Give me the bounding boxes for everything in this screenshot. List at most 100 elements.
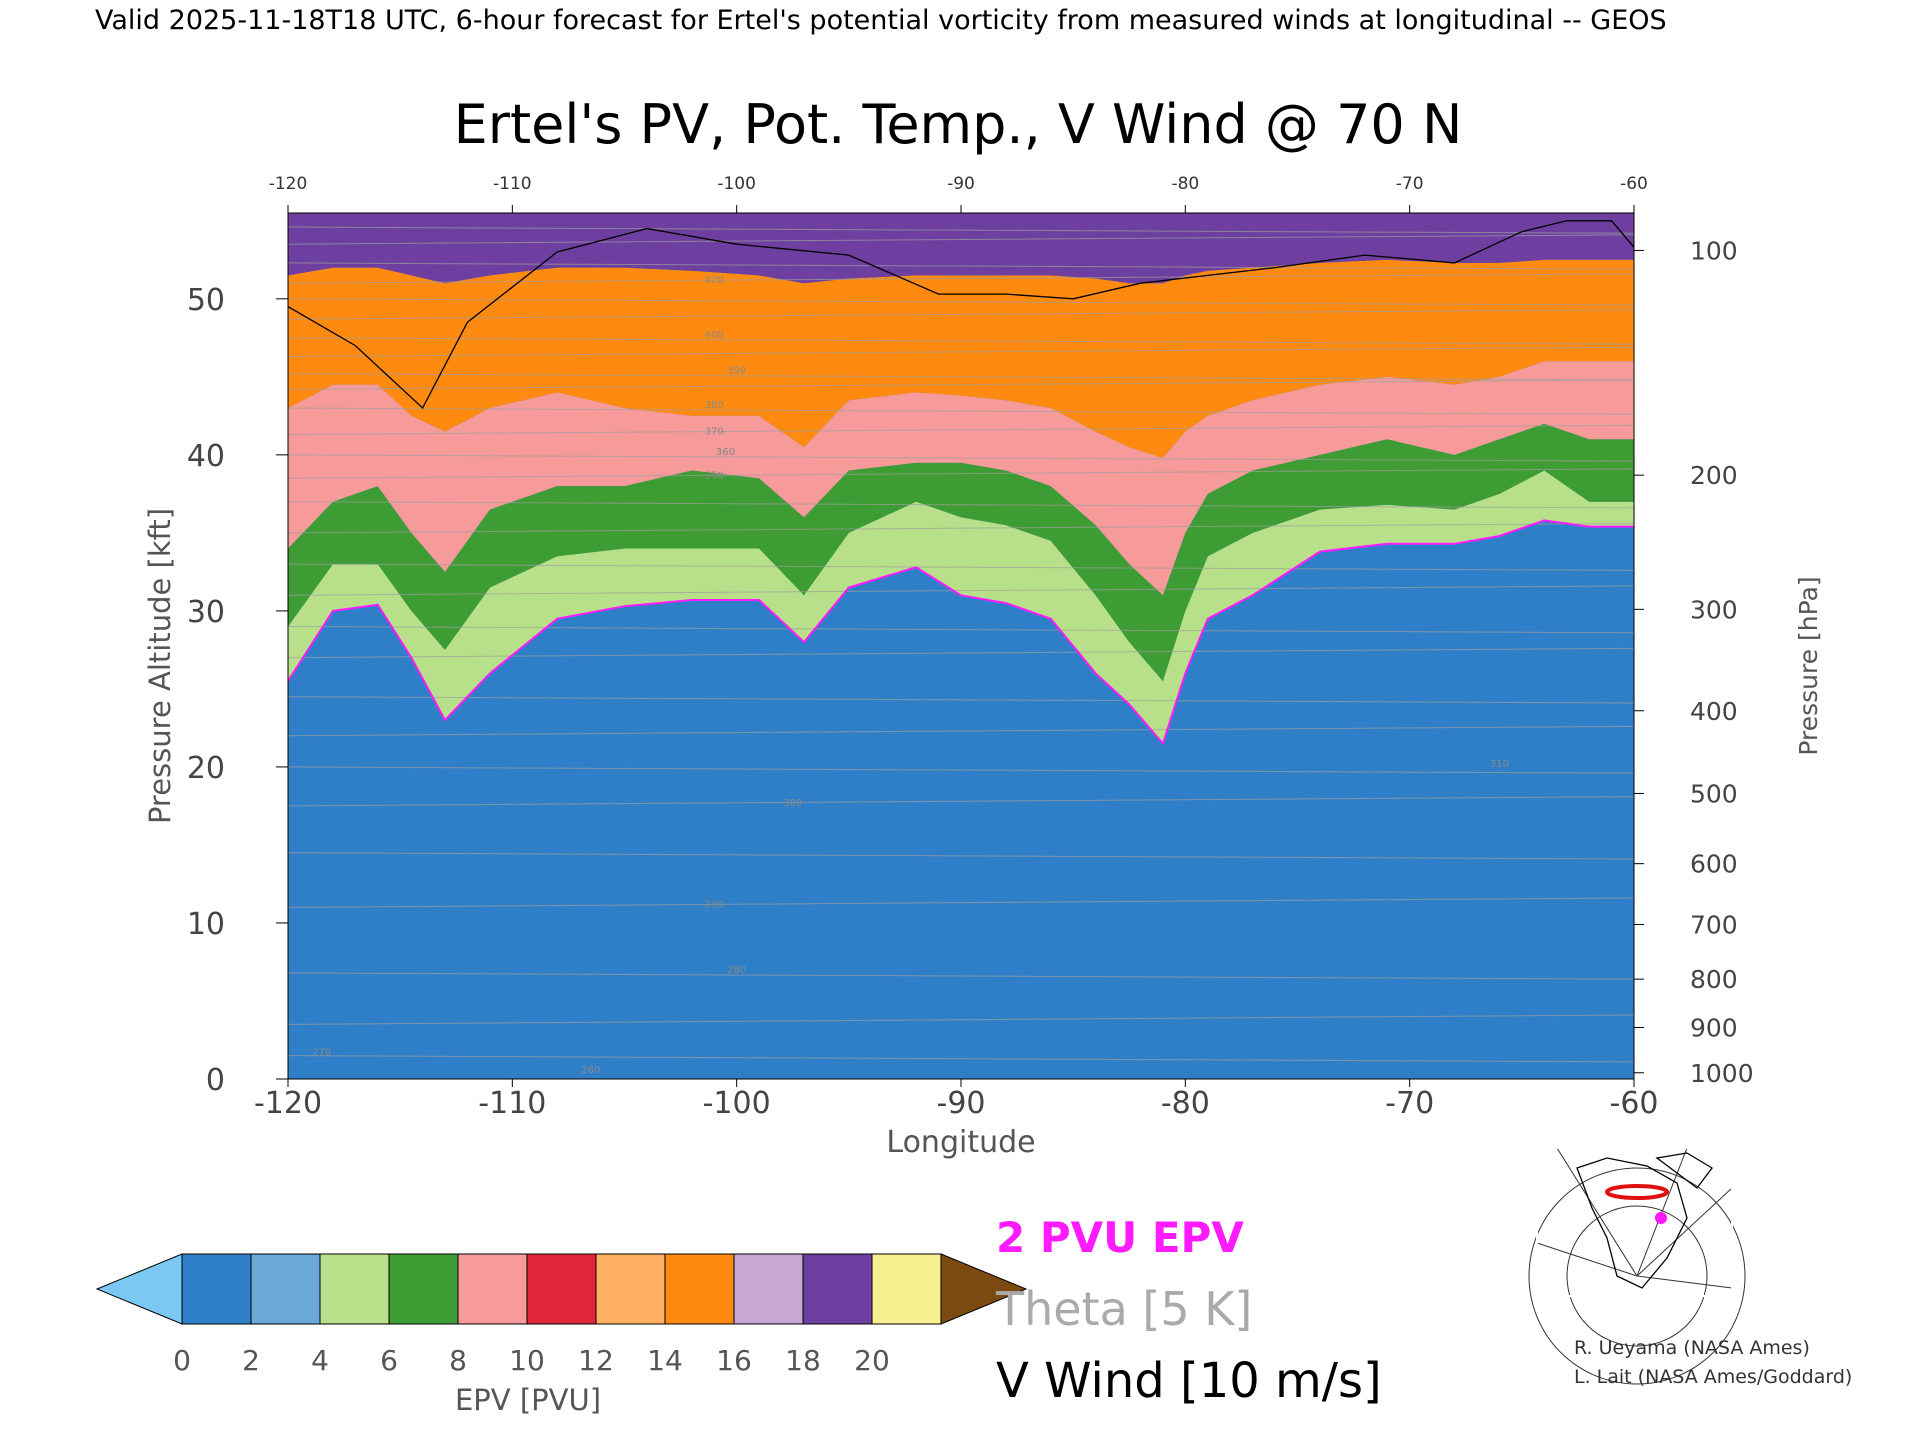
epv-band-14-plus: [288, 213, 1634, 284]
credit-line: R. Ueyama (NASA Ames): [1574, 1337, 1810, 1359]
theta-label: 400: [705, 330, 724, 341]
x-tick-label: -100: [703, 1086, 771, 1121]
colorbar-swatch: [319, 1253, 390, 1325]
theta-isentrope: [288, 407, 1634, 415]
epv-colorbar: 0 2 4 6 8 10 12 14 16 18 20: [95, 1253, 1028, 1377]
map-latitude-circle: [1528, 1167, 1746, 1385]
colorbar-tick-label: 12: [578, 1344, 614, 1377]
theta-isentrope: [288, 852, 1634, 860]
legend: 2 PVU EPV Theta [5 K] V Wind [10 m/s]: [995, 1213, 1382, 1409]
x-tick-label-top: -60: [1620, 174, 1648, 194]
theta-isentrope: [288, 897, 1634, 908]
epv-band-2-6: [288, 470, 1634, 744]
pressure-tick-label: 500: [1690, 779, 1738, 808]
colorbar-swatch: [733, 1253, 804, 1325]
theta-isentrope: [288, 766, 1634, 774]
theta-isentrope: [288, 337, 1634, 345]
legend-item: V Wind [10 m/s]: [996, 1353, 1382, 1409]
x-tick-label: -60: [1610, 1086, 1659, 1121]
x-tick-label: -70: [1385, 1086, 1434, 1121]
theta-isentrope: [288, 796, 1634, 807]
theta-isentrope: [288, 234, 1634, 245]
x-tick-label-top: -70: [1396, 174, 1424, 194]
theta-isentrope: [288, 468, 1634, 479]
credits: R. Ueyama (NASA Ames) L. Lait (NASA Ames/…: [1574, 1337, 1852, 1388]
colorbar-tick-label: 2: [242, 1344, 260, 1377]
x-tick-label: -90: [937, 1086, 986, 1121]
theta-isentrope: [288, 346, 1634, 358]
y-tick-label: 50: [187, 283, 225, 318]
theta-isentrope: [288, 1014, 1634, 1025]
credit-line: L. Lait (NASA Ames/Goddard): [1574, 1366, 1852, 1388]
map-section-track: [1605, 1184, 1669, 1200]
map-coastline-greenland: [1655, 1152, 1713, 1189]
theta-isentrope: [288, 424, 1634, 436]
locator-map-group: [1528, 1147, 1746, 1385]
y-tick-label: 20: [187, 751, 225, 786]
colorbar-tick-label: 8: [449, 1344, 467, 1377]
pressure-tick-label: 400: [1690, 697, 1738, 726]
pressure-tick-label: 800: [1690, 965, 1738, 994]
y-axis-label-right: Pressure [hPa]: [1794, 576, 1823, 755]
axes: -120 -120 -110 -110 -100 -100 -90 -90 -80 -80 -70 -…: [187, 174, 1754, 1121]
pv-2-contour: [288, 519, 1634, 746]
theta-isentrope: [288, 972, 1634, 980]
plot-clip: 420 400 390 380 370 360 350 310 300 290 280 270 260: [288, 213, 1634, 1079]
x-tick-label-top: -90: [947, 174, 975, 194]
pressure-tick-label: 700: [1690, 911, 1738, 940]
epv-band-6-10: [288, 361, 1634, 596]
x-tick-label: -110: [478, 1086, 546, 1121]
pressure-tick-label: 900: [1690, 1014, 1738, 1043]
map-coastline: [1576, 1157, 1688, 1289]
theta-isentrope: [288, 262, 1634, 270]
y-tick-label: 0: [206, 1063, 225, 1098]
map-meridian: [1636, 1147, 1688, 1277]
x-tick-label-top: -120: [269, 174, 308, 194]
colorbar-swatch: [595, 1253, 666, 1325]
pressure-tick-label: 600: [1690, 850, 1738, 879]
plot-area: 420 400 390 380 370 360 350 310 300 290 280 270 260: [287, 212, 1635, 1080]
theta-label: 390: [727, 366, 746, 377]
colorbar-label: EPV [PVU]: [455, 1383, 601, 1417]
pressure-tick-label: 100: [1690, 236, 1738, 265]
theta-label: 360: [716, 447, 735, 458]
theta-isentrope: [288, 625, 1634, 634]
pressure-tick-label: 200: [1690, 461, 1738, 490]
colorbar-tick-label: 4: [311, 1344, 329, 1377]
colorbar-tick-label: 6: [380, 1344, 398, 1377]
theta-isentrope: [288, 585, 1634, 596]
colorbar-swatch: [250, 1253, 321, 1325]
theta-isentrope: [288, 226, 1634, 234]
theta-label: 280: [727, 965, 746, 976]
map-meridian: [1536, 1242, 1638, 1277]
colorbar-swatch: [526, 1253, 597, 1325]
theta-isentrope: [288, 563, 1634, 571]
colorbar-swatch: [664, 1253, 735, 1325]
theta-label: 310: [1490, 759, 1509, 770]
y-tick-label: 30: [187, 595, 225, 630]
theta-isentrope: [288, 298, 1634, 306]
colorbar-swatch: [388, 1253, 459, 1325]
colorbar-tick-label: 16: [716, 1344, 752, 1377]
theta-isentrope: [288, 523, 1634, 534]
x-tick-label-top: -100: [717, 174, 756, 194]
colorbar-swatch: [181, 1253, 252, 1325]
theta-label: 420: [705, 275, 724, 286]
map-frame: [1536, 1147, 1733, 1297]
x-tick-label-top: -80: [1171, 174, 1199, 194]
pressure-tick-label: 1000: [1690, 1059, 1754, 1088]
colorbar-tick-label: 0: [173, 1344, 191, 1377]
y-tick-label: 10: [187, 907, 225, 942]
map-background: [1537, 1148, 1732, 1296]
theta-label: 260: [581, 1065, 600, 1076]
theta-isentrope: [288, 273, 1634, 284]
locator-map: [1528, 1147, 1746, 1385]
v-wind-contour: [288, 220, 1634, 410]
colorbar-swatch: [802, 1253, 873, 1325]
y-tick-label: 40: [187, 439, 225, 474]
x-tick-label: -120: [254, 1086, 322, 1121]
x-tick-label: -80: [1161, 1086, 1210, 1121]
chart-title: Ertel's PV, Pot. Temp., V Wind @ 70 N: [454, 93, 1463, 156]
colorbar-under-triangle: [95, 1253, 183, 1325]
